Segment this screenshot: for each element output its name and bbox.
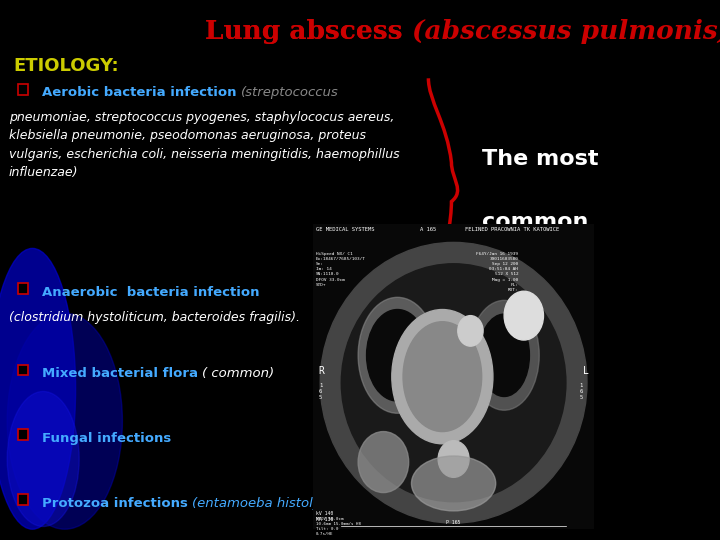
Text: GE MEDICAL SYSTEMS: GE MEDICAL SYSTEMS (316, 227, 374, 232)
Ellipse shape (479, 314, 529, 396)
Text: ( common): ( common) (202, 367, 274, 380)
Text: kV 140
MA 136: kV 140 MA 136 (316, 511, 333, 522)
Ellipse shape (320, 242, 587, 523)
Ellipse shape (392, 309, 493, 444)
Ellipse shape (341, 264, 566, 502)
Text: (clostridium hystoliticum, bacteroides fragilis).: (clostridium hystoliticum, bacteroides f… (9, 310, 300, 323)
Text: SFOV 50.0cm
10.6mm 15.0mm/s H8
Tilt: 0.0
0.7s/HE: SFOV 50.0cm 10.6mm 15.0mm/s H8 Tilt: 0.0… (316, 517, 361, 536)
Text: ETIOLOGY:: ETIOLOGY: (13, 57, 119, 75)
Text: (entamoeba histolytica): (entamoeba histolytica) (192, 497, 350, 510)
Text: R: R (319, 366, 325, 375)
Ellipse shape (504, 291, 544, 340)
Bar (18, 284, 28, 294)
Ellipse shape (438, 441, 469, 477)
Ellipse shape (469, 300, 539, 410)
Text: Lung abscess: Lung abscess (205, 19, 412, 44)
Ellipse shape (412, 456, 496, 511)
Text: pneumoniae, streptococcus pyogenes, staphylococus aereus,
klebsiella pneumonie, : pneumoniae, streptococcus pyogenes, stap… (9, 111, 400, 179)
Bar (18, 364, 28, 375)
Text: A 165: A 165 (420, 227, 436, 232)
Text: Aerobic bacteria infection: Aerobic bacteria infection (42, 86, 241, 99)
Ellipse shape (358, 298, 437, 413)
Text: common: common (482, 212, 589, 232)
Text: (abscessus pulmonis): (abscessus pulmonis) (412, 19, 720, 44)
Ellipse shape (366, 309, 428, 401)
Text: FELINED PRACOWNIA TK KATOWICE: FELINED PRACOWNIA TK KATOWICE (465, 227, 559, 232)
Ellipse shape (7, 313, 122, 529)
Text: L: L (582, 366, 589, 375)
Text: F64Y/Jan 16 1939
39011603580
Sep 12 200
03:51:04 AH
512 X 512
Mag = 1.00
FL:
ROT: F64Y/Jan 16 1939 39011603580 Sep 12 200 … (476, 252, 518, 292)
Text: Mixed bacterial flora: Mixed bacterial flora (42, 367, 202, 380)
Ellipse shape (0, 248, 76, 529)
Text: HiSpeed NX/ C1
Ex:18467/7685/103/T
Se:
Im: 14
SN:1110.0
DFOV 33.0cm
STD+: HiSpeed NX/ C1 Ex:18467/7685/103/T Se: I… (316, 252, 366, 287)
Bar (18, 84, 28, 94)
Ellipse shape (458, 315, 483, 346)
Text: Fungal infections: Fungal infections (42, 432, 171, 445)
Text: Anaerobic  bacteria infection: Anaerobic bacteria infection (42, 286, 259, 299)
Text: 1
6
5: 1 6 5 (580, 383, 582, 400)
Bar (18, 429, 28, 440)
Ellipse shape (403, 322, 482, 431)
Ellipse shape (7, 392, 79, 526)
Ellipse shape (358, 431, 409, 492)
Text: P 165: P 165 (446, 520, 461, 525)
Text: Protozoa infections: Protozoa infections (42, 497, 192, 510)
Text: Lung abscess: Lung abscess (205, 19, 412, 44)
Text: 1
6
5: 1 6 5 (319, 383, 322, 400)
Text: The most: The most (482, 148, 599, 168)
Text: Lung abscess: Lung abscess (0, 539, 1, 540)
Bar (18, 494, 28, 505)
Text: (streptococcus: (streptococcus (241, 86, 338, 99)
